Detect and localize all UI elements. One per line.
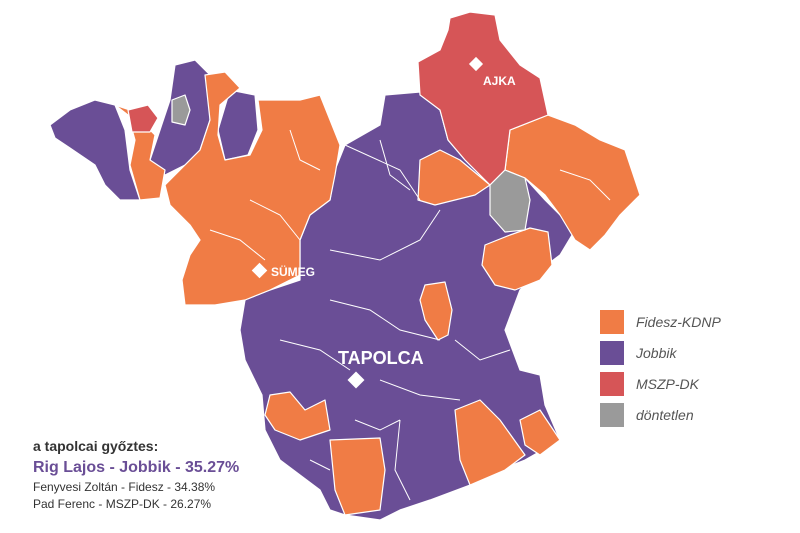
legend-swatch [600, 371, 624, 396]
region-jobbik-nw [49, 99, 141, 201]
region-tie-nw [171, 94, 191, 126]
region-fidesz-southeast [454, 399, 526, 486]
municipal-boundaries [209, 129, 611, 501]
region-tie-east [489, 169, 531, 233]
region-fidesz-east [504, 114, 641, 251]
ajka-label: AJKA [483, 74, 516, 88]
legend-label: döntetlen [636, 406, 694, 423]
region-fidesz-se2 [519, 409, 561, 456]
ajka-marker [468, 56, 484, 72]
winner-main: Rig Lajos - Jobbik - 35.27% [33, 459, 240, 476]
region-fidesz-west [164, 71, 341, 306]
region-mszp-nw [127, 104, 159, 133]
legend-swatch [600, 309, 624, 334]
winner-third: Pad Ferenc - MSZP-DK - 26.27% [33, 497, 212, 511]
legend-label: Fidesz-KDNP [636, 313, 721, 330]
region-fidesz-east2 [481, 227, 553, 291]
tapolca-marker [347, 371, 365, 389]
legend-item-fidesz: Fidesz-KDNP [600, 306, 721, 337]
sumeg-label: SÜMEG [271, 264, 315, 279]
winner-second: Fenyvesi Zoltán - Fidesz - 34.38% [33, 480, 216, 494]
legend-swatch [600, 340, 624, 365]
legend-label: MSZP-DK [636, 375, 699, 392]
legend: Fidesz-KDNP Jobbik MSZP-DK döntetlen [600, 306, 721, 430]
legend-swatch [600, 402, 624, 427]
region-fidesz-south [329, 437, 386, 516]
tapolca-label: TAPOLCA [338, 348, 424, 368]
legend-item-tie: döntetlen [600, 399, 721, 430]
legend-item-mszp: MSZP-DK [600, 368, 721, 399]
region-fidesz-mid-north [417, 149, 491, 206]
winner-box: a tapolcai győztes: Rig Lajos - Jobbik -… [33, 438, 239, 511]
region-fidesz-center [419, 281, 453, 341]
legend-item-jobbik: Jobbik [600, 337, 721, 368]
legend-label: Jobbik [636, 344, 677, 361]
winner-title: a tapolcai győztes: [33, 438, 159, 454]
region-fidesz-sw [264, 391, 331, 441]
